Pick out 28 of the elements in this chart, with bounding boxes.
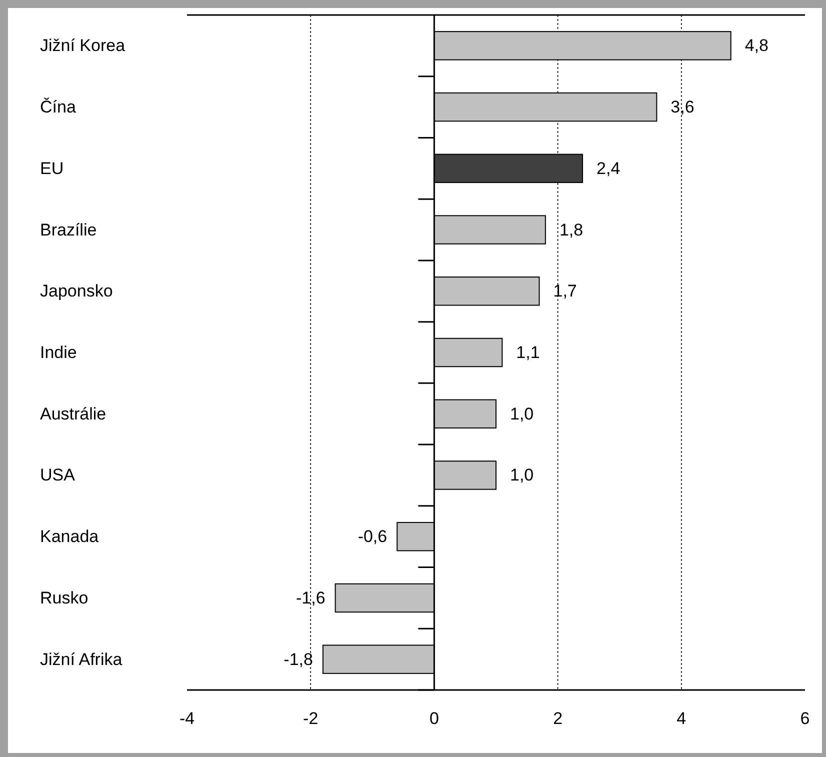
data-label: 1,0: [510, 466, 534, 485]
y-tick-label: Japonsko: [40, 282, 113, 301]
y-tick-label: Kanada: [40, 527, 100, 546]
y-tick-label: Brazílie: [40, 220, 97, 240]
y-tick-label: Jižní Korea: [40, 36, 126, 56]
y-tick-label: USA: [40, 466, 76, 485]
data-label: -1,6: [296, 588, 326, 608]
data-label: 3,6: [670, 98, 694, 117]
y-tick-label: Austrálie: [40, 404, 106, 424]
data-label: 1,8: [559, 220, 584, 240]
data-label: -1,8: [284, 650, 313, 669]
y-tick-label: Rusko: [40, 588, 88, 608]
y-tick-label: Indie: [40, 343, 77, 362]
data-label: 1,1: [516, 343, 540, 362]
x-tick-label: 2: [553, 709, 563, 728]
y-tick-label: EU: [40, 158, 64, 178]
x-tick-label: -4: [179, 709, 195, 728]
data-label: 4,8: [744, 36, 768, 56]
y-tick-label: Jižní Afrika: [40, 650, 123, 669]
x-tick-label: 6: [800, 709, 810, 728]
data-label: 2,4: [596, 158, 620, 178]
x-tick-label: 0: [429, 709, 439, 728]
data-label: 1,7: [553, 282, 577, 301]
x-tick-label: -2: [303, 709, 318, 728]
data-label: 1,0: [510, 404, 534, 424]
data-label: -0,6: [358, 527, 388, 546]
y-tick-label: Čína: [40, 98, 76, 117]
x-tick-label: 4: [676, 709, 686, 728]
